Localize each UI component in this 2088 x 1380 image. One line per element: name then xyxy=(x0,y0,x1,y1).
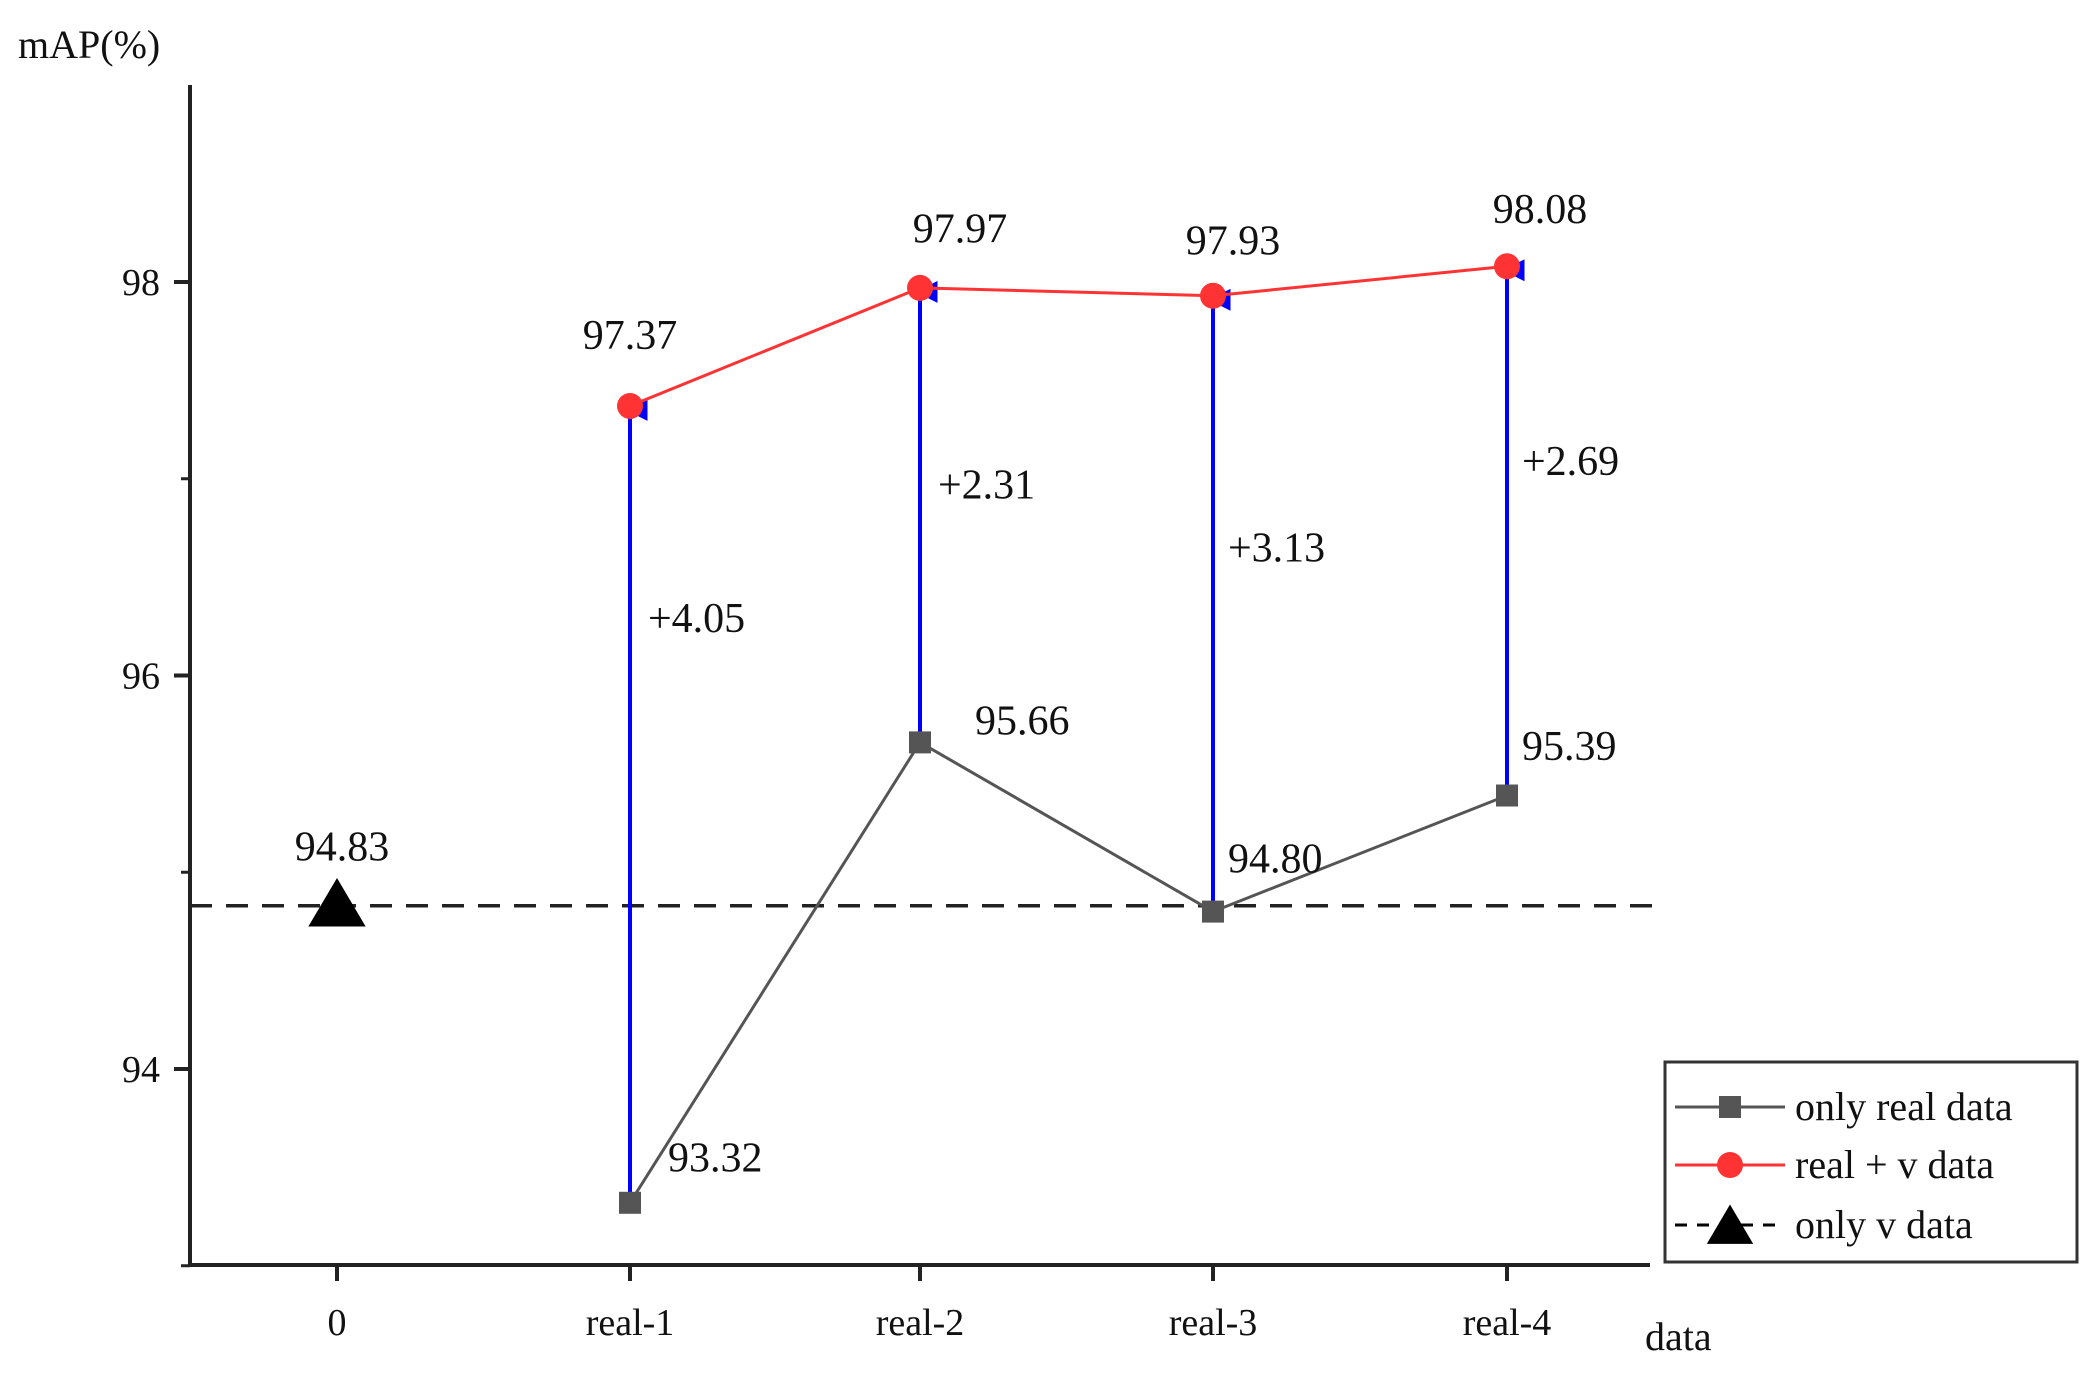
only-real-data-label-real-1: 93.32 xyxy=(668,1135,763,1181)
only-v-data-point-0 xyxy=(308,877,366,927)
markers xyxy=(308,253,1520,1214)
only-real-data-label-real-2: 95.66 xyxy=(975,699,1070,745)
improvement-label-real-4: +2.69 xyxy=(1522,439,1619,485)
real-plus-v-data-point-real-2 xyxy=(907,274,933,301)
legend-label-real-plus-v-data: real + v data xyxy=(1795,1142,1994,1187)
only-real-data-point-real-4 xyxy=(1496,784,1518,807)
only-real-data-point-real-3 xyxy=(1202,900,1224,923)
improvement-arrows xyxy=(625,259,1525,1203)
legend-marker-real-plus-v-data xyxy=(1717,1152,1743,1178)
only-real-data-line xyxy=(628,740,1508,1204)
x-tick-label-real-4: real-4 xyxy=(1463,1302,1552,1344)
real-plus-v-data-label-real-4: 98.08 xyxy=(1493,187,1588,233)
legend-marker-only-real-data xyxy=(1719,1096,1741,1118)
y-tick-label-96: 96 xyxy=(122,656,160,698)
y-axis-title: mAP(%) xyxy=(18,22,160,67)
y-tick-label-98: 98 xyxy=(122,262,160,304)
only-real-data-label-real-3: 94.80 xyxy=(1228,836,1323,882)
improvement-label-real-2: +2.31 xyxy=(938,462,1035,508)
legend: only real data real + v data only v data xyxy=(1663,1060,2079,1264)
only-real-data-point-real-2 xyxy=(909,731,931,754)
real-plus-v-data-line xyxy=(629,264,1508,408)
improvement-label-real-3: +3.13 xyxy=(1228,525,1325,571)
x-tick-label-0: 0 xyxy=(328,1302,347,1344)
x-tick-label-real-1: real-1 xyxy=(586,1302,675,1344)
x-axis-title: data xyxy=(1645,1314,1712,1359)
data-labels: +4.05 +2.31 +3.13 +2.69 93.32 95.66 94.80 95.39… xyxy=(295,187,1619,1181)
legend-label-only-real-data: only real data xyxy=(1795,1084,2013,1129)
improvement-label-real-1: +4.05 xyxy=(648,596,745,642)
axes: 94 96 98 0 real-1 real-2 real-3 real-4 mAP(%) dat… xyxy=(18,22,1712,1359)
y-tick-label-94: 94 xyxy=(122,1049,160,1091)
series-lines xyxy=(628,264,1508,1204)
real-plus-v-data-label-real-1: 97.37 xyxy=(583,313,678,359)
only-real-data-point-real-1 xyxy=(619,1191,641,1214)
x-tick-label-real-3: real-3 xyxy=(1169,1302,1258,1344)
real-plus-v-data-point-real-3 xyxy=(1200,282,1226,309)
x-tick-label-real-2: real-2 xyxy=(876,1302,965,1344)
legend-marker-only-v-data xyxy=(1706,1204,1754,1244)
legend-label-only-v-data: only v data xyxy=(1795,1202,1973,1247)
only-v-data-label-0: 94.83 xyxy=(295,824,390,870)
real-plus-v-data-point-real-1 xyxy=(617,392,643,419)
real-plus-v-data-point-real-4 xyxy=(1494,253,1520,280)
only-real-data-label-real-4: 95.39 xyxy=(1522,724,1617,770)
real-plus-v-data-label-real-2: 97.97 xyxy=(913,207,1008,253)
real-plus-v-data-label-real-3: 97.93 xyxy=(1186,218,1281,264)
